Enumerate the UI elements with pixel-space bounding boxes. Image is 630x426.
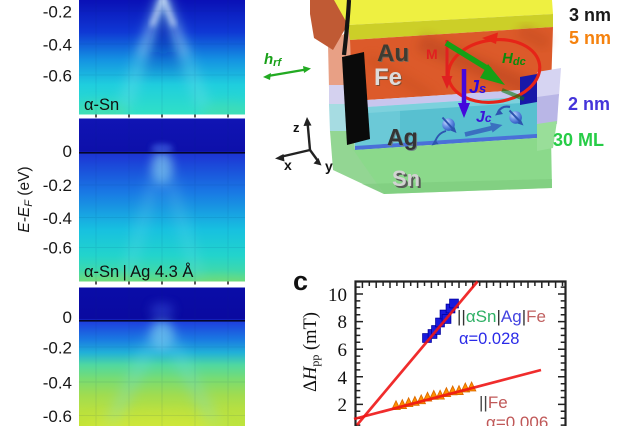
svg-text:Sn: Sn — [394, 168, 422, 193]
svg-text:M: M — [426, 46, 438, 62]
svg-text:z: z — [293, 120, 300, 135]
svg-text:α=0.028: α=0.028 — [459, 330, 519, 348]
svg-text:Au: Au — [377, 40, 409, 67]
svg-text:ΔHpp (mT): ΔHpp (mT) — [301, 312, 322, 392]
svg-text:0: 0 — [63, 308, 72, 327]
svg-text:Jc: Jc — [476, 109, 492, 126]
svg-text:-0.6: -0.6 — [43, 239, 72, 258]
svg-text:6: 6 — [338, 340, 348, 361]
svg-text:||αSn|Ag|Fe: ||αSn|Ag|Fe — [457, 307, 546, 326]
svg-text:x: x — [284, 157, 292, 173]
svg-text:3 nm: 3 nm — [569, 5, 611, 25]
svg-text:8: 8 — [338, 312, 348, 333]
svg-text:Js: Js — [469, 77, 486, 97]
svg-text:-0.4: -0.4 — [43, 36, 72, 55]
svg-text:-0.2: -0.2 — [43, 338, 72, 357]
svg-text:2 nm: 2 nm — [568, 94, 610, 114]
svg-text:||Fe: ||Fe — [479, 393, 508, 412]
svg-text:Au: Au — [378, 41, 410, 68]
svg-text:α-Sn | Ag 4.3 Å: α-Sn | Ag 4.3 Å — [84, 262, 193, 281]
svg-text:Ag: Ag — [388, 125, 419, 151]
svg-text:E-EF (eV): E-EF (eV) — [16, 166, 35, 232]
svg-text:-0.6: -0.6 — [43, 407, 72, 426]
svg-text:-0.4: -0.4 — [43, 209, 72, 228]
svg-text:Sn: Sn — [392, 166, 420, 191]
svg-text:-0.6: -0.6 — [43, 67, 72, 86]
svg-text:5 nm: 5 nm — [569, 28, 611, 48]
svg-text:4: 4 — [338, 368, 348, 389]
svg-text:0: 0 — [63, 142, 72, 161]
svg-text:c: c — [293, 266, 308, 296]
svg-text:2: 2 — [338, 395, 348, 416]
svg-text:α=0.006: α=0.006 — [486, 413, 548, 426]
svg-text:-0.2: -0.2 — [43, 3, 72, 22]
svg-text:y: y — [325, 158, 333, 174]
svg-text:-0.4: -0.4 — [43, 373, 72, 392]
svg-text:Ag: Ag — [387, 124, 418, 150]
svg-text:-0.2: -0.2 — [43, 176, 72, 195]
svg-text:30 ML: 30 ML — [553, 130, 604, 150]
svg-text:10: 10 — [328, 285, 347, 306]
svg-text:α-Sn: α-Sn — [84, 96, 119, 114]
svg-text:Fe: Fe — [374, 64, 402, 91]
svg-text:Fe: Fe — [375, 65, 403, 92]
